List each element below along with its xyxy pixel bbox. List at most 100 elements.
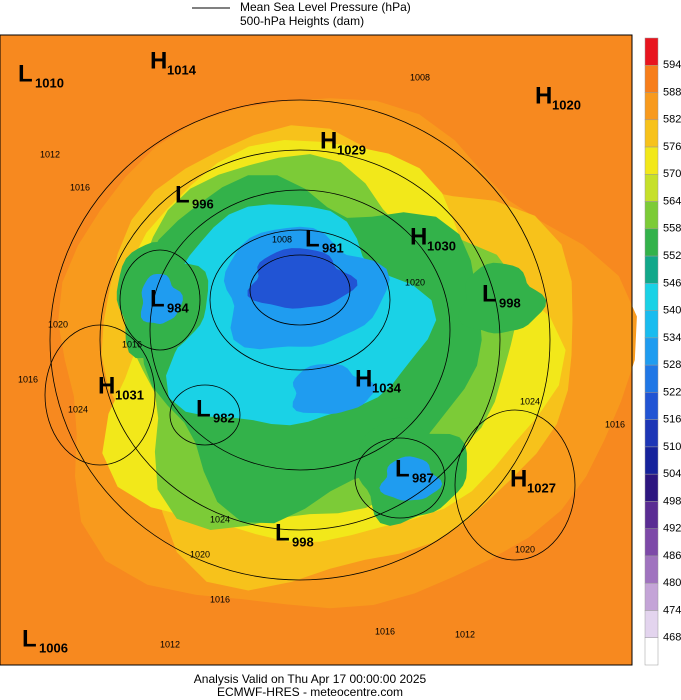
colorbar-swatch xyxy=(644,228,659,257)
colorbar-swatch xyxy=(644,528,659,557)
system-letter: L xyxy=(175,181,190,208)
system-letter: L xyxy=(395,455,410,482)
colorbar-swatch xyxy=(644,392,659,420)
system-pressure: 1027 xyxy=(527,480,556,495)
isobar-label: 1024 xyxy=(210,514,230,524)
isobar-label: 1024 xyxy=(520,396,540,406)
isobar-label: 1012 xyxy=(455,629,475,639)
colorbar-swatch xyxy=(644,337,659,366)
colorbar-swatch xyxy=(644,255,659,284)
height-field xyxy=(292,364,376,414)
system-letter: L xyxy=(22,625,37,652)
system-pressure: 982 xyxy=(213,410,235,425)
footer-text: ECMWF-HRES - meteocentre.com xyxy=(217,685,403,699)
isobar xyxy=(354,437,446,519)
system-pressure: 1020 xyxy=(552,97,581,112)
colorbar-swatch xyxy=(644,637,659,666)
system-pressure: 1031 xyxy=(115,387,144,402)
colorbar-label: 480 xyxy=(663,577,681,589)
colorbar-swatch xyxy=(644,201,659,230)
height-field xyxy=(379,456,443,501)
colorbar-label: 468 xyxy=(663,632,681,644)
isobar xyxy=(454,409,576,561)
system-letter: H xyxy=(510,465,527,492)
colorbar-label: 594 xyxy=(663,59,681,71)
isobar-label: 1008 xyxy=(410,72,430,82)
isobar xyxy=(149,189,451,471)
colorbar-label: 570 xyxy=(663,168,681,180)
colorbar-swatch xyxy=(644,174,659,202)
isobar-label: 1020 xyxy=(405,277,425,287)
system-pressure: 1010 xyxy=(35,75,64,90)
system-pressure: 984 xyxy=(167,300,189,315)
colorbar-swatch xyxy=(644,364,659,393)
system-pressure: 1029 xyxy=(337,142,366,157)
system-pressure: 996 xyxy=(192,196,214,211)
isobar-label: 1016 xyxy=(210,594,230,604)
colorbar: 594 588 582 576 570 564 558 552 546 540 534 528 522 5… xyxy=(644,37,681,666)
isobar-label: 1020 xyxy=(48,319,68,329)
system-pressure: 1030 xyxy=(427,238,456,253)
isobar-label: 1020 xyxy=(515,544,535,554)
colorbar-swatch xyxy=(644,310,659,339)
system-pressure: 1034 xyxy=(372,380,402,395)
isobar-label: 1012 xyxy=(160,639,180,649)
colorbar-swatch xyxy=(644,37,659,66)
system-pressure: 1014 xyxy=(167,62,197,77)
colorbar-swatch xyxy=(644,146,659,175)
legend-text: Mean Sea Level Pressure (hPa) xyxy=(240,0,411,14)
isobar-label: 1008 xyxy=(272,234,292,244)
isobar-label: 1016 xyxy=(70,182,90,192)
system-pressure: 1006 xyxy=(39,640,68,655)
system-pressure: 981 xyxy=(322,240,344,255)
colorbar-label: 558 xyxy=(663,223,681,235)
colorbar-label: 510 xyxy=(663,441,681,453)
system-letter: H xyxy=(355,365,372,392)
colorbar-swatch xyxy=(644,582,659,611)
colorbar-label: 486 xyxy=(663,550,681,562)
colorbar-label: 498 xyxy=(663,495,681,507)
colorbar-label: 552 xyxy=(663,250,681,262)
colorbar-label: 504 xyxy=(663,468,681,480)
colorbar-label: 564 xyxy=(663,195,681,207)
system-letter: L xyxy=(196,395,211,422)
system-letter: L xyxy=(18,60,33,87)
legend-text: 500-hPa Heights (dam) xyxy=(240,14,364,28)
colorbar-label: 534 xyxy=(663,332,681,344)
isobar xyxy=(169,384,241,446)
system-letter: H xyxy=(150,47,167,74)
isobar-label: 1016 xyxy=(18,374,38,384)
system-letter: L xyxy=(305,225,320,252)
isobar-label: 1020 xyxy=(190,549,210,559)
colorbar-swatch xyxy=(644,555,659,584)
colorbar-label: 588 xyxy=(663,86,681,98)
isobar-label: 1016 xyxy=(605,419,625,429)
colorbar-label: 528 xyxy=(663,359,681,371)
map: 1012 1016 1020 1024 1016 1008 1016 1020 1024 1016… xyxy=(0,35,637,665)
system-letter: H xyxy=(410,223,427,250)
colorbar-swatch xyxy=(644,119,659,148)
colorbar-swatch xyxy=(644,610,659,638)
colorbar-label: 522 xyxy=(663,386,681,398)
colorbar-label: 540 xyxy=(663,305,681,317)
isobar xyxy=(49,99,551,581)
system-letter: L xyxy=(482,280,497,307)
isobar xyxy=(44,324,156,466)
isobar-label: 1012 xyxy=(40,149,60,159)
isobar xyxy=(209,229,391,371)
footer-text: Analysis Valid on Thu Apr 17 00:00:00 20… xyxy=(194,672,427,686)
isobar xyxy=(119,249,201,351)
colorbar-swatch xyxy=(644,65,659,93)
colorbar-label: 516 xyxy=(663,414,681,426)
isobar xyxy=(249,254,351,326)
colorbar-label: 474 xyxy=(663,604,681,616)
map-frame xyxy=(0,34,633,666)
colorbar-swatch xyxy=(644,501,659,529)
system-letter: H xyxy=(98,372,115,399)
system-pressure: 998 xyxy=(292,534,314,549)
colorbar-label: 546 xyxy=(663,277,681,289)
system-letter: L xyxy=(150,285,165,312)
colorbar-swatch xyxy=(644,473,659,502)
system-pressure: 987 xyxy=(412,470,434,485)
